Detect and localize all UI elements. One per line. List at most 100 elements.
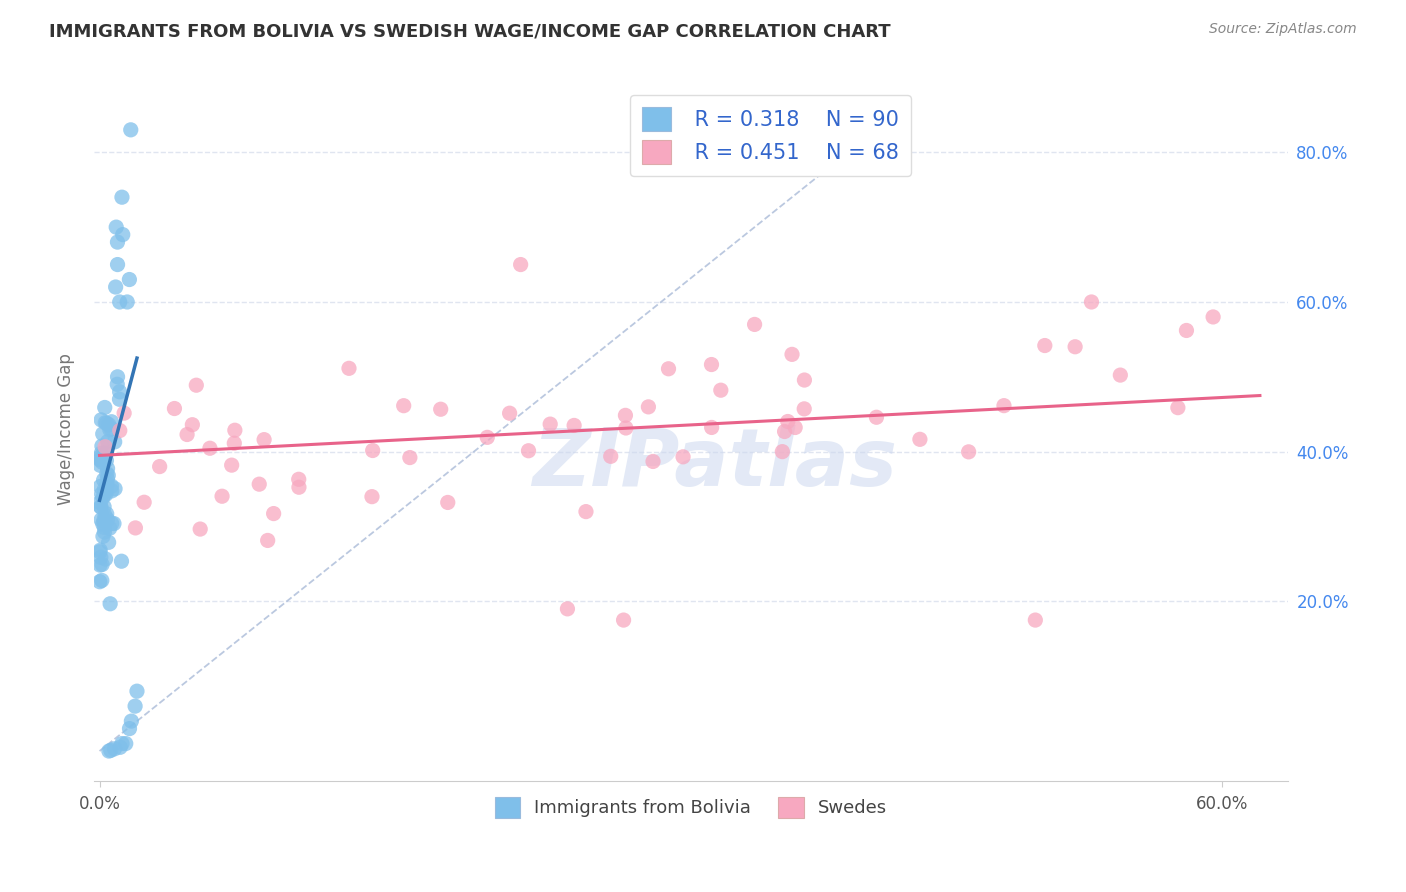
Point (96, 467, 118, 481)
Point (134, 495, 156, 509)
Point (517, 443, 540, 458)
Point (94, 416, 117, 430)
Point (672, 450, 695, 464)
Point (224, 436, 246, 450)
Point (263, 507, 285, 521)
Point (1109, 368, 1132, 383)
Point (93, 513, 115, 527)
Point (100, 516, 122, 531)
Point (557, 602, 579, 616)
Point (107, 369, 129, 384)
Point (89, 450, 111, 465)
Point (111, 190, 134, 204)
Point (111, 737, 134, 751)
Point (90, 500, 112, 514)
Point (89, 543, 111, 558)
Point (118, 722, 141, 736)
Point (97, 417, 120, 432)
Point (96, 447, 118, 461)
Point (125, 684, 148, 698)
Point (96, 453, 118, 467)
Point (100, 483, 122, 498)
Point (599, 450, 621, 464)
Point (98, 597, 121, 611)
Point (100, 421, 122, 435)
Point (90, 513, 112, 527)
Point (1202, 310, 1225, 324)
Point (224, 423, 246, 437)
Point (287, 472, 309, 486)
Point (96, 472, 118, 486)
Point (700, 420, 723, 434)
Point (90, 574, 112, 588)
Point (94, 483, 117, 498)
Point (94, 515, 117, 529)
Point (93, 520, 115, 534)
Point (562, 418, 585, 433)
Point (93, 445, 115, 459)
Point (744, 318, 766, 332)
Point (96, 417, 118, 431)
Point (93, 524, 115, 539)
Point (247, 477, 270, 491)
Point (97, 461, 120, 475)
Point (108, 740, 131, 755)
Point (89, 479, 111, 493)
Point (100, 415, 122, 429)
Point (89, 458, 111, 473)
Point (97, 744, 120, 758)
Point (98, 423, 121, 437)
Point (104, 280, 127, 294)
Point (176, 427, 198, 442)
Point (120, 123, 142, 137)
Point (90, 550, 112, 565)
Point (91, 455, 114, 469)
Point (93, 482, 115, 496)
Point (91, 516, 114, 531)
Point (115, 295, 138, 310)
Point (93, 450, 115, 464)
Point (188, 522, 211, 536)
Point (793, 373, 815, 387)
Point (98, 521, 121, 535)
Point (509, 258, 531, 272)
Point (105, 377, 128, 392)
Text: IMMIGRANTS FROM BOLIVIA VS SWEDISH WAGE/INCOME GAP CORRELATION CHART: IMMIGRANTS FROM BOLIVIA VS SWEDISH WAGE/… (49, 22, 891, 40)
Point (103, 741, 125, 756)
Point (118, 272, 141, 286)
Point (90, 452, 112, 467)
Point (96, 507, 118, 521)
Point (198, 442, 221, 456)
Point (114, 737, 136, 751)
Point (614, 421, 637, 435)
Point (908, 433, 931, 447)
Point (773, 425, 796, 439)
Point (91, 558, 114, 572)
Point (710, 383, 733, 397)
Point (96, 512, 118, 526)
Point (186, 378, 208, 392)
Point (97, 434, 120, 449)
Point (785, 420, 807, 434)
Point (1175, 323, 1198, 337)
Point (163, 401, 186, 416)
Point (1064, 340, 1087, 354)
Point (793, 401, 815, 416)
Point (110, 554, 132, 568)
Point (94, 552, 117, 566)
Point (337, 361, 360, 376)
Point (211, 489, 233, 503)
Point (94, 487, 117, 501)
Point (1167, 401, 1189, 415)
Point (149, 459, 172, 474)
Point (108, 295, 131, 310)
Point (107, 258, 129, 272)
Point (94, 508, 117, 523)
Point (637, 400, 659, 414)
Point (181, 417, 204, 432)
Point (120, 714, 142, 728)
Point (436, 495, 458, 509)
Point (104, 482, 127, 496)
Point (776, 415, 799, 429)
Point (90, 439, 112, 453)
